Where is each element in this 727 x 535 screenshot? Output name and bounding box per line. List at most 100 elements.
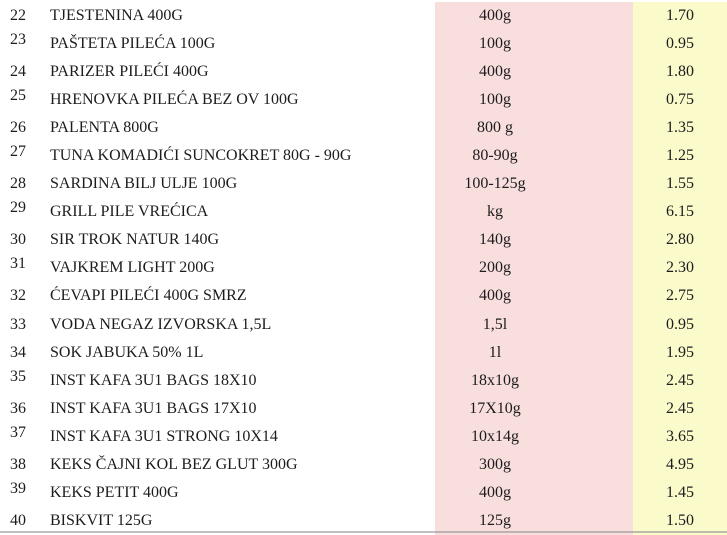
product-name-cell: ĆEVAPI PILEĆI 400G SMRZ (50, 282, 435, 310)
product-name-cell: TUNA KOMADIĆI SUNCOKRET 80G - 90G (50, 142, 435, 170)
price-value: 2.80 (666, 231, 694, 249)
row-number-cell: 35 (0, 367, 50, 395)
price-cell: 2.45 (633, 394, 727, 423)
product-name: SARDINA BILJ ULJE 100G (50, 175, 238, 193)
product-name: KEKS PETIT 400G (50, 483, 179, 501)
row-number: 24 (10, 63, 26, 81)
price-cell: 0.95 (633, 30, 727, 59)
price-value: 2.30 (666, 259, 694, 277)
product-name: TJESTENINA 400G (50, 7, 183, 25)
price-cell: 1.70 (633, 2, 727, 31)
row-number-cell: 33 (0, 311, 50, 339)
product-name: PAŠTETA PILEĆA 100G (50, 35, 216, 53)
table-row: 30 SIR TROK NATUR 140G 140g 2.80 (0, 226, 727, 255)
product-name: INST KAFA 3U1 BAGS 18X10 (50, 371, 257, 389)
price-value: 1.55 (666, 175, 694, 193)
row-number: 38 (10, 455, 26, 473)
product-name-cell: VODA NEGAZ IZVORSKA 1,5L (50, 311, 435, 339)
row-number-cell: 23 (0, 30, 50, 58)
price-value: 4.95 (666, 455, 694, 473)
price-value: 0.95 (666, 35, 694, 53)
table-row: 36 INST KAFA 3U1 BAGS 17X10 17X10g 2.45 (0, 394, 727, 423)
weight-cell: 800 g (435, 114, 633, 143)
table-row: 37 INST KAFA 3U1 STRONG 10X14 10x14g 3.6… (0, 422, 727, 451)
price-cell: 2.45 (633, 366, 727, 395)
table-row: 24 PARIZER PILEĆI 400G 400g 1.80 (0, 58, 727, 87)
weight-cell: 1l (435, 338, 633, 367)
product-name-cell: VAJKREM LIGHT 200G (50, 254, 435, 282)
weight-value: 1,5l (482, 315, 508, 333)
product-name: INST KAFA 3U1 STRONG 10X14 (50, 427, 278, 445)
price-cell: 6.15 (633, 198, 727, 227)
table-row: 34 SOK JABUKA 50% 1L 1l 1.95 (0, 338, 727, 367)
weight-value: 300g (479, 455, 511, 473)
bottom-edge-line (0, 531, 727, 533)
price-value: 1.50 (666, 511, 694, 529)
weight-cell: 400g (435, 478, 633, 507)
price-cell: 3.65 (633, 422, 727, 451)
product-name-cell: INST KAFA 3U1 BAGS 18X10 (50, 367, 435, 395)
product-name: BISKVIT 125G (50, 511, 153, 529)
row-number: 34 (10, 343, 26, 361)
row-number: 27 (10, 143, 26, 161)
weight-value: 400g (479, 7, 511, 25)
weight-cell: 400g (435, 282, 633, 311)
weight-value: 1l (488, 343, 502, 361)
price-value: 1.70 (666, 7, 694, 25)
price-cell: 1.45 (633, 478, 727, 507)
price-cell: 1.95 (633, 338, 727, 367)
row-number: 32 (10, 287, 26, 305)
price-cell: 4.95 (633, 450, 727, 479)
weight-cell: 18x10g (435, 366, 633, 395)
row-number-cell: 40 (0, 507, 50, 535)
product-name: SOK JABUKA 50% 1L (50, 343, 204, 361)
row-number-cell: 26 (0, 114, 50, 142)
table-row: 27 TUNA KOMADIĆI SUNCOKRET 80G - 90G 80-… (0, 142, 727, 171)
row-number-cell: 31 (0, 254, 50, 282)
product-name-cell: PAŠTETA PILEĆA 100G (50, 30, 435, 58)
product-name: PALENTA 800G (50, 119, 159, 137)
table-row: 23 PAŠTETA PILEĆA 100G 100g 0.95 (0, 30, 727, 59)
product-name-cell: INST KAFA 3U1 BAGS 17X10 (50, 395, 435, 423)
row-number: 29 (10, 199, 26, 217)
weight-value: 140g (479, 231, 511, 249)
price-value: 0.95 (666, 315, 694, 333)
weight-cell: 10x14g (435, 422, 633, 451)
price-cell: 2.80 (633, 226, 727, 255)
weight-cell: kg (435, 198, 633, 227)
price-value: 1.95 (666, 343, 694, 361)
table-row: 38 KEKS ČAJNI KOL BEZ GLUT 300G 300g 4.9… (0, 450, 727, 479)
row-number: 33 (10, 315, 26, 333)
price-cell: 1.80 (633, 58, 727, 87)
weight-value: 400g (479, 483, 511, 501)
weight-value: 100-125g (464, 175, 526, 193)
row-number: 30 (10, 231, 26, 249)
product-name-cell: KEKS PETIT 400G (50, 479, 435, 507)
price-value: 1.35 (666, 119, 694, 137)
weight-value: 125g (479, 511, 511, 529)
weight-cell: 80-90g (435, 142, 633, 171)
row-number: 23 (10, 31, 26, 49)
product-name-cell: PARIZER PILEĆI 400G (50, 58, 435, 86)
row-number-cell: 37 (0, 423, 50, 451)
row-number-cell: 34 (0, 339, 50, 367)
row-number: 31 (10, 255, 26, 273)
row-number: 35 (10, 367, 26, 385)
row-number-cell: 38 (0, 451, 50, 479)
table-row: 28 SARDINA BILJ ULJE 100G 100-125g 1.55 (0, 170, 727, 199)
table-row: 31 VAJKREM LIGHT 200G 200g 2.30 (0, 254, 727, 283)
weight-cell: 200g (435, 254, 633, 283)
price-value: 2.45 (666, 399, 694, 417)
table-row: 35 INST KAFA 3U1 BAGS 18X10 18x10g 2.45 (0, 366, 727, 395)
price-value: 1.45 (666, 483, 694, 501)
weight-cell: 400g (435, 2, 633, 31)
row-number-cell: 28 (0, 170, 50, 198)
table-row: 33 VODA NEGAZ IZVORSKA 1,5L 1,5l 0.95 (0, 310, 727, 339)
weight-value: 800 g (477, 119, 513, 137)
row-number: 37 (10, 423, 26, 441)
price-cell: 1.50 (633, 506, 727, 535)
weight-value: 400g (479, 63, 511, 81)
price-cell: 0.75 (633, 86, 727, 115)
price-value: 1.80 (666, 63, 694, 81)
